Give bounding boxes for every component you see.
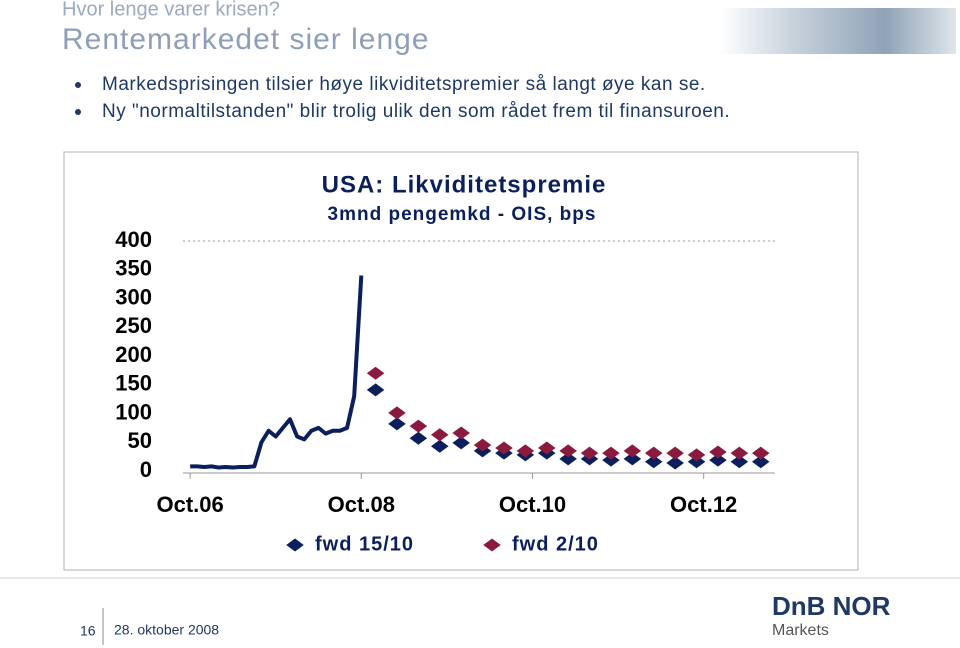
forward-point: [687, 448, 706, 462]
y-tick-label: 150: [115, 371, 152, 396]
legend-marker: [286, 538, 304, 552]
legend-label: fwd 2/10: [512, 533, 599, 555]
forward-point: [644, 455, 663, 469]
y-tick-label: 250: [115, 313, 152, 338]
bullet-dot: [75, 82, 81, 88]
plot: 0 50 100 150 200 250 300 350 400 Oct.06 Oct.08 Oct.…: [115, 227, 775, 555]
slide-title: Rentemarkedet sier lenge: [62, 23, 430, 56]
header-image: [720, 8, 956, 54]
forward-point: [473, 438, 492, 452]
x-tick-label: Oct.06: [156, 492, 223, 517]
forward-point: [751, 446, 770, 460]
forward-point: [602, 453, 620, 467]
forward-point: [730, 446, 749, 460]
forward-point: [709, 453, 727, 467]
forward-point: [366, 366, 385, 380]
y-tick-label: 350: [115, 256, 152, 281]
x-tick-label: Oct.08: [328, 492, 395, 517]
forward-point: [602, 446, 620, 460]
chart-frame: [63, 151, 859, 571]
forward-point: [409, 419, 428, 433]
forward-point: [559, 444, 577, 458]
x-tick-label: Oct.12: [670, 492, 737, 517]
forward-point: [409, 431, 428, 445]
forward-point: [580, 446, 599, 460]
y-tick-label: 200: [115, 342, 152, 367]
logo-brand: DnB NOR: [772, 591, 891, 621]
legend-label: fwd 15/10: [315, 533, 414, 555]
y-tick-label: 0: [140, 457, 152, 482]
forward-point: [366, 383, 385, 397]
bullet-text: Markedsprisingen tilsier høye likviditet…: [102, 74, 706, 95]
forward-point: [666, 456, 684, 470]
logo-sub: Markets: [772, 622, 829, 639]
x-tick-label: Oct.10: [499, 492, 566, 517]
legend-marker: [483, 538, 501, 552]
forward-point: [559, 452, 577, 466]
forward-point: [644, 446, 663, 460]
forward-point: [623, 444, 642, 458]
page-number: 16: [80, 623, 96, 639]
forward-point: [452, 436, 470, 450]
forward-point: [537, 441, 556, 455]
forward-point: [388, 417, 406, 431]
bullet-dot: [75, 109, 81, 115]
kicker: Hvor lenge varer krisen?: [62, 0, 280, 20]
forward-point: [430, 428, 449, 442]
forward-point: [709, 445, 727, 459]
forward-point: [495, 441, 513, 455]
forward-point: [751, 455, 770, 469]
forward-point: [430, 439, 449, 453]
forward-point: [687, 455, 706, 469]
forward-point: [666, 446, 684, 460]
y-tick-label: 50: [128, 428, 152, 453]
y-tick-label: 400: [115, 227, 152, 252]
forward-point: [452, 426, 470, 440]
forward-point: [388, 406, 406, 420]
forward-point: [623, 452, 642, 466]
chart-subtitle: 3mnd pengemkd - OIS, bps: [328, 204, 597, 225]
bullet-text: Ny "normaltilstanden" blir trolig ulik d…: [102, 101, 730, 122]
y-tick-label: 100: [115, 399, 152, 424]
forward-point: [516, 444, 535, 458]
chart-title: USA: Likviditetspremie: [322, 171, 607, 198]
y-tick-label: 300: [115, 284, 152, 309]
forward-point: [730, 455, 749, 469]
history-line: [190, 275, 364, 470]
footer-date: 28. oktober 2008: [114, 622, 219, 638]
